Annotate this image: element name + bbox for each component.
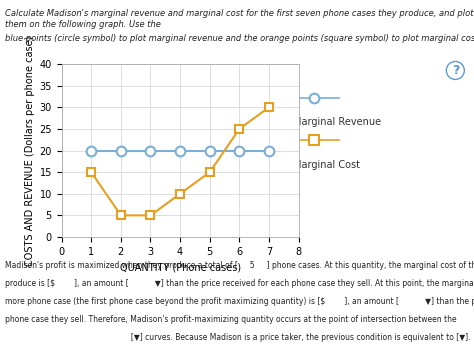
X-axis label: QUANTITY (Phone cases): QUANTITY (Phone cases) — [119, 262, 241, 272]
Text: [▼] curves. Because Madison is a price taker, the previous condition is equivale: [▼] curves. Because Madison is a price t… — [5, 333, 470, 342]
Text: Marginal Cost: Marginal Cost — [293, 160, 360, 170]
Text: blue points (circle symbol) to plot marginal revenue and the orange points (squa: blue points (circle symbol) to plot marg… — [5, 34, 474, 43]
Y-axis label: COSTS AND REVENUE (Dollars per phone case): COSTS AND REVENUE (Dollars per phone cas… — [25, 35, 35, 266]
Text: Marginal Revenue: Marginal Revenue — [293, 117, 381, 127]
Text: produce is [$        ], an amount [           ▼] than the price received for eac: produce is [$ ], an amount [ ▼] than the… — [5, 279, 474, 288]
Text: more phone case (the first phone case beyond the profit maximizing quantity) is : more phone case (the first phone case be… — [5, 297, 474, 306]
Text: Madison's profit is maximized when they produce a total of [     5     ] phone c: Madison's profit is maximized when they … — [5, 261, 474, 270]
Text: phone case they sell. Therefore, Madison's profit-maximizing quantity occurs at : phone case they sell. Therefore, Madison… — [5, 315, 456, 324]
Text: Calculate Madison's marginal revenue and marginal cost for the first seven phone: Calculate Madison's marginal revenue and… — [5, 9, 473, 29]
Text: ?: ? — [452, 64, 459, 77]
